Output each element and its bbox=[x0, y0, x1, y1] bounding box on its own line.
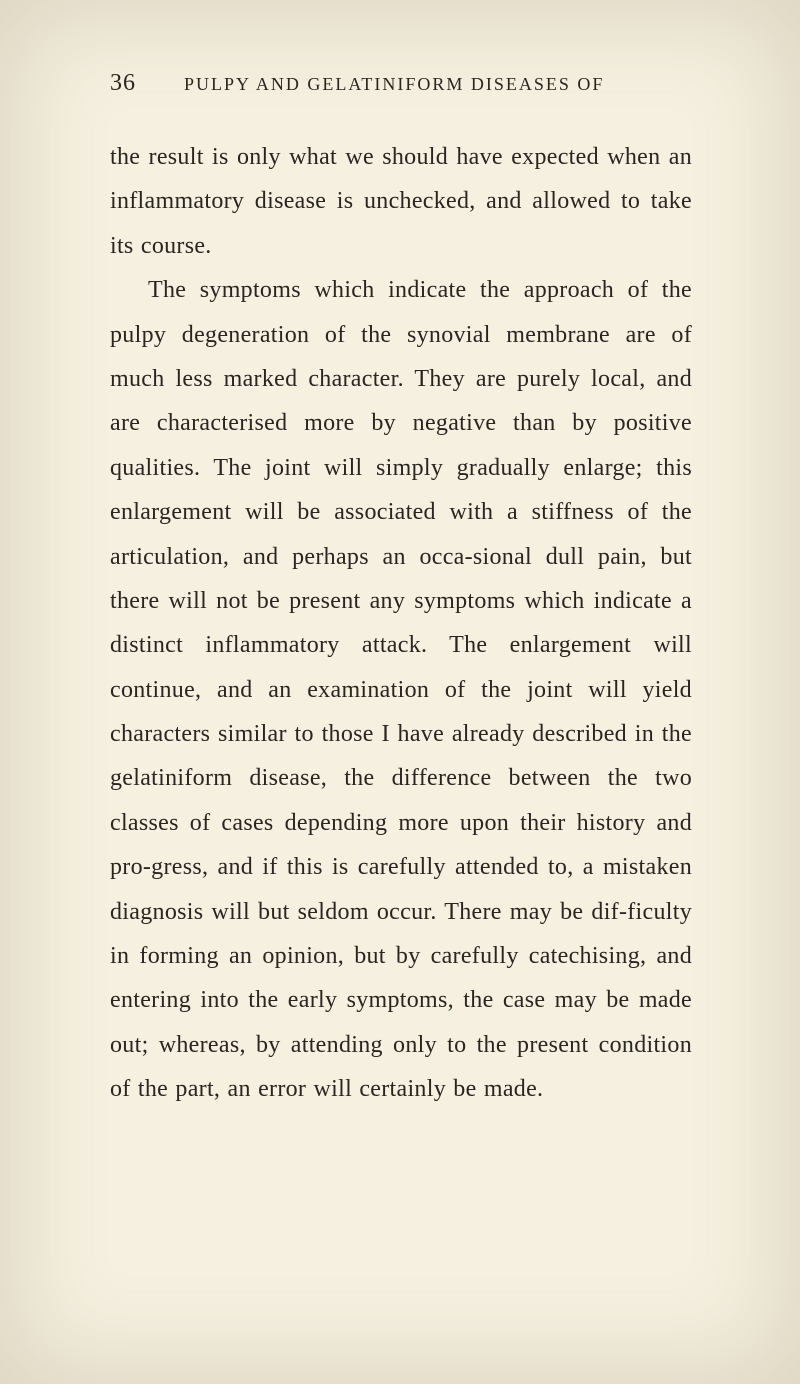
running-head: PULPY AND GELATINIFORM DISEASES OF bbox=[184, 74, 604, 95]
book-page: 36 PULPY AND GELATINIFORM DISEASES OF th… bbox=[0, 0, 800, 1384]
body-text: the result is only what we should have e… bbox=[110, 135, 700, 1112]
page-number: 36 bbox=[110, 70, 136, 97]
page-header: 36 PULPY AND GELATINIFORM DISEASES OF bbox=[110, 70, 700, 97]
paragraph: the result is only what we should have e… bbox=[110, 135, 692, 268]
paragraph: The symptoms which indicate the approach… bbox=[110, 268, 692, 1111]
